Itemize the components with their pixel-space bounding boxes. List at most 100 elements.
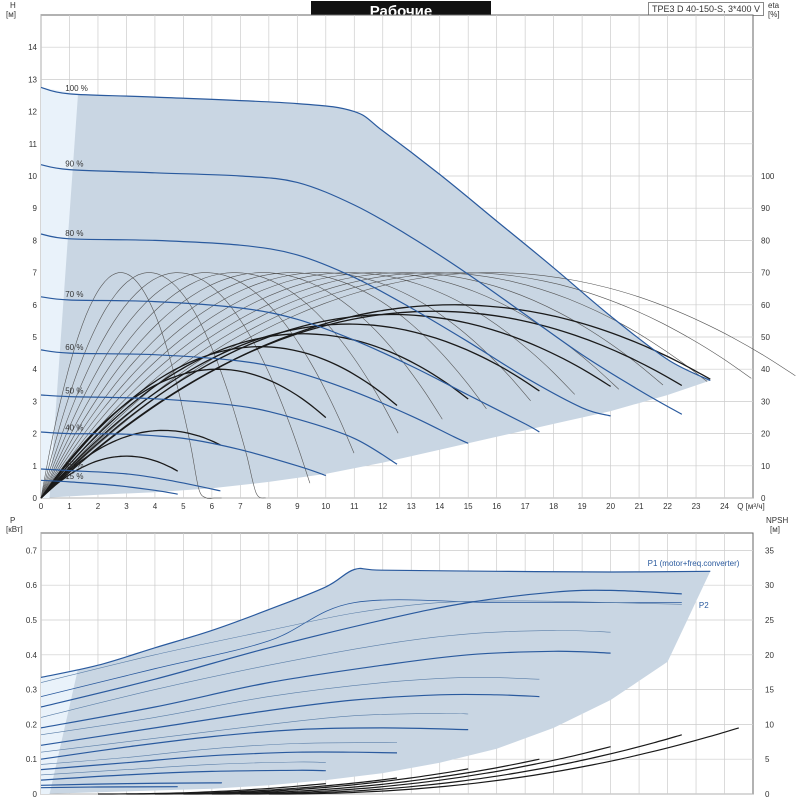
p1-curve (40, 693, 540, 746)
head-y-tick: 8 (33, 236, 38, 245)
npsh-curve (183, 758, 540, 795)
eta-thin-curve (40, 272, 355, 499)
p2-legend-label: P2 (699, 601, 709, 610)
eta-y-tick: 70 (761, 269, 770, 278)
power-axis-unit: [кВт] (6, 525, 23, 534)
p2-curve (40, 712, 469, 753)
flow-x-tick: 17 (521, 502, 530, 511)
head-curve (40, 233, 611, 417)
head-operating-envelope (41, 87, 711, 499)
head-y-tick: 1 (33, 462, 38, 471)
flow-x-tick: 21 (635, 502, 644, 511)
head-y-tick: 4 (33, 365, 38, 374)
speed-label: 60 % (65, 343, 83, 352)
head-y-tick: 9 (33, 204, 38, 213)
head-y-tick: 7 (33, 269, 38, 278)
speed-label: 70 % (65, 290, 83, 299)
power-axis-label: P (10, 516, 15, 525)
power-y-tick: 0.7 (26, 546, 38, 555)
flow-x-tick: 23 (692, 502, 701, 511)
npsh-y-tick: 10 (765, 720, 774, 729)
npsh-curve (154, 768, 469, 795)
head-y-tick: 10 (28, 172, 37, 181)
npsh-y-tick: 35 (765, 546, 774, 555)
eta-y-tick: 90 (761, 204, 770, 213)
eta-y-tick: 60 (761, 301, 770, 310)
flow-x-tick: 1 (67, 502, 72, 511)
eta-thin-curve (40, 272, 443, 499)
flow-x-tick: 0 (39, 502, 44, 511)
flow-x-tick: 2 (96, 502, 101, 511)
eta-thin-curve (40, 272, 531, 499)
flow-x-tick: 8 (267, 502, 272, 511)
flow-x-tick: 10 (321, 502, 330, 511)
eta-thin-curve (40, 272, 266, 499)
p2-curve (40, 742, 398, 765)
p2-curve (40, 761, 326, 776)
speed-label: 40 % (65, 424, 83, 433)
flow-axis-label: Q [м³/ч] (737, 502, 764, 511)
eta-curve (40, 455, 179, 499)
power-y-tick: 0.2 (26, 720, 38, 729)
head-curve (40, 86, 711, 382)
npsh-y-tick: 30 (765, 581, 774, 590)
eta-y-tick: 10 (761, 462, 770, 471)
head-curve (40, 468, 221, 492)
eta-thin-curve (40, 272, 575, 499)
eta-curve (40, 368, 327, 499)
power-y-tick: 0.1 (26, 755, 38, 764)
flow-x-tick: 24 (720, 502, 729, 511)
head-curve (40, 431, 327, 477)
p1-curve (40, 782, 223, 786)
head-y-tick: 0 (33, 494, 38, 503)
eta-y-tick: 100 (761, 172, 775, 181)
flow-x-tick: 11 (350, 502, 359, 511)
flow-x-tick: 5 (181, 502, 186, 511)
head-y-tick: 13 (28, 75, 37, 84)
head-y-tick: 2 (33, 430, 38, 439)
npsh-axis-unit: [м] (770, 525, 780, 534)
flow-x-tick: 14 (435, 502, 444, 511)
eta-curve (40, 333, 469, 499)
head-axis-label: H (10, 1, 16, 10)
p1-legend-label: P1 (motor+freq.converter) (648, 559, 740, 568)
eta-y-tick: 20 (761, 430, 770, 439)
npsh-y-tick: 5 (765, 755, 770, 764)
head-curve (40, 296, 540, 433)
speed-label: 15 % (65, 472, 83, 481)
flow-x-tick: 22 (663, 502, 672, 511)
flow-x-tick: 4 (153, 502, 158, 511)
flow-x-tick: 3 (124, 502, 129, 511)
eta-curve (40, 346, 398, 499)
power-operating-envelope (41, 568, 711, 794)
flow-x-tick: 12 (378, 502, 387, 511)
npsh-y-tick: 15 (765, 686, 774, 695)
speed-label: 90 % (65, 160, 83, 169)
npsh-y-tick: 25 (765, 616, 774, 625)
head-y-tick: 14 (28, 43, 37, 52)
head-axis-unit: [м] (6, 10, 16, 19)
p1-curve (40, 769, 326, 781)
speed-label: 80 % (65, 229, 83, 238)
eta-curve (40, 310, 683, 499)
power-y-tick: 0.4 (26, 651, 38, 660)
p1-curve (40, 751, 398, 771)
eta-axis-label: eta (768, 1, 780, 10)
flow-x-tick: 16 (492, 502, 501, 511)
p2-curve (40, 630, 611, 718)
npsh-curve (240, 734, 682, 795)
eta-thin-curve (40, 272, 487, 499)
power-y-tick: 0.3 (26, 686, 38, 695)
head-curve (40, 164, 683, 415)
flow-x-tick: 18 (549, 502, 558, 511)
npsh-y-tick: 0 (765, 790, 770, 799)
flow-x-tick: 9 (295, 502, 300, 511)
p1-curve (40, 786, 178, 789)
npsh-axis-label: NPSH (766, 516, 788, 525)
head-y-tick: 11 (29, 140, 38, 149)
power-y-tick: 0.5 (26, 616, 38, 625)
flow-x-tick: 6 (210, 502, 215, 511)
eta-y-tick: 80 (761, 236, 770, 245)
flow-x-tick: 13 (407, 502, 416, 511)
